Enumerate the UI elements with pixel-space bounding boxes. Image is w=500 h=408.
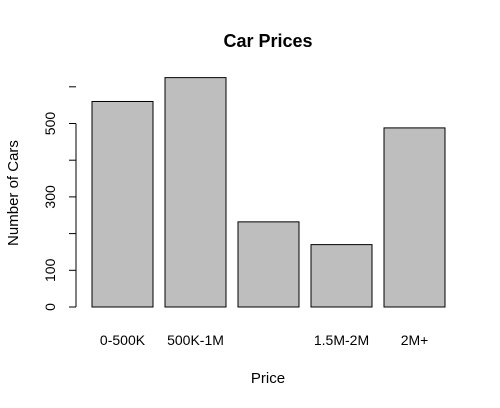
x-category-labels: 0-500K 500K-1M 1.5M-2M 2M+ (100, 332, 428, 348)
x-axis-label: Price (251, 370, 285, 387)
y-axis-label: Number of Cars (5, 140, 22, 246)
y-tick-label: 300 (42, 185, 58, 209)
bar-0 (91, 100, 154, 308)
y-tick-label: 0 (42, 303, 58, 311)
y-tick-label: 100 (42, 258, 58, 282)
bar-1 (164, 77, 227, 308)
x-category-label: 1.5M-2M (314, 332, 369, 348)
bars-group (91, 77, 446, 308)
x-category-label: 2M+ (401, 332, 429, 348)
chart-title: Car Prices (223, 31, 312, 51)
x-category-label: 0-500K (100, 332, 146, 348)
bar-3 (310, 244, 373, 308)
y-axis: 0 100 300 500 (42, 86, 77, 311)
bar-4 (383, 127, 446, 308)
x-category-label: 500K-1M (167, 332, 224, 348)
bar-2 (237, 221, 300, 308)
y-tick-label: 500 (42, 112, 58, 136)
